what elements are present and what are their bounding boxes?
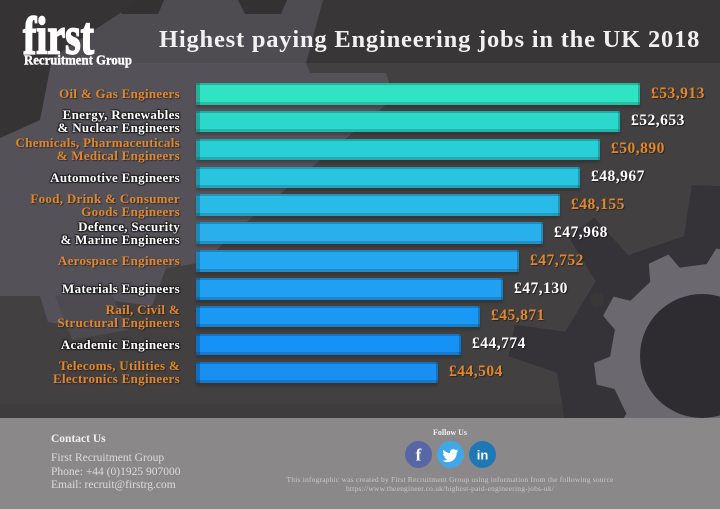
svg-text:in: in (477, 448, 489, 463)
svg-text:Recruitment Group: Recruitment Group (24, 53, 132, 68)
svg-text:first: first (23, 8, 94, 66)
svg-text:f: f (416, 446, 422, 465)
